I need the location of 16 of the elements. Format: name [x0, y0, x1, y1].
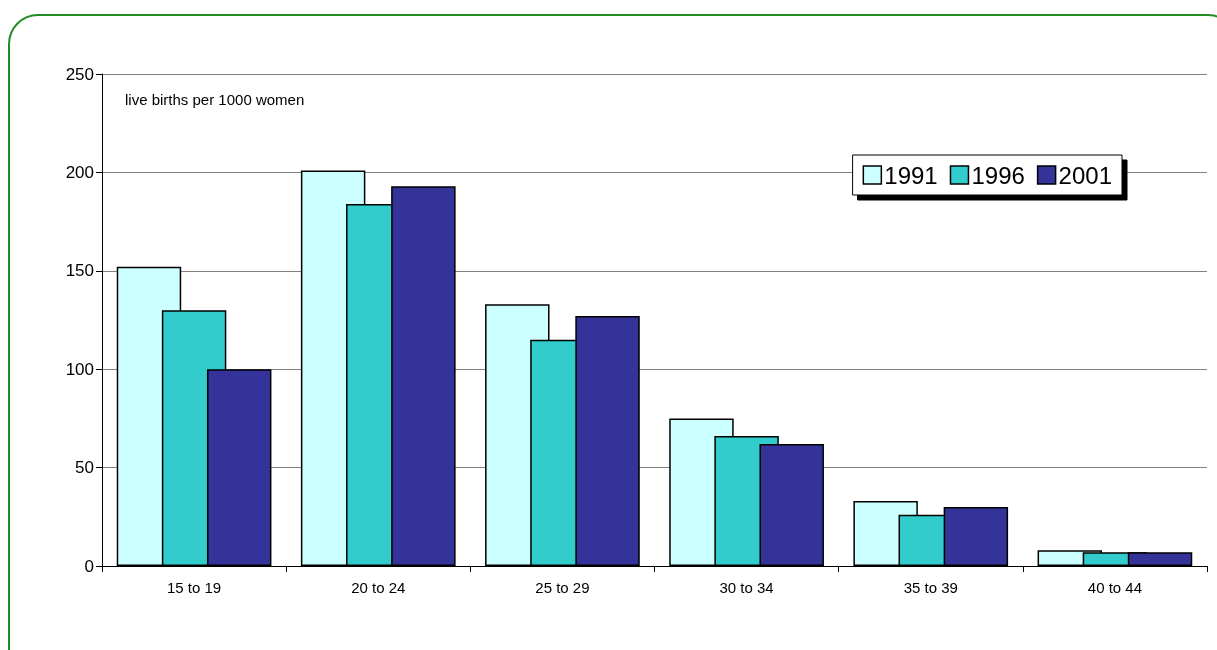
y-tick-label: 0	[84, 556, 94, 576]
x-tick-label: 25 to 29	[535, 579, 590, 596]
y-tick-label: 100	[65, 359, 94, 379]
y-tick-label: 50	[75, 458, 94, 478]
legend-label: 1991	[884, 161, 938, 189]
annotation: live births per 1000 women	[125, 91, 305, 108]
x-tick-label: 35 to 39	[903, 579, 958, 596]
x-tick-label: 20 to 24	[351, 579, 406, 596]
y-tick-label: 250	[65, 64, 94, 84]
x-tick-label: 40 to 44	[1087, 579, 1143, 596]
x-tick-label: 30 to 34	[719, 579, 774, 596]
legend-label: 1996	[971, 161, 1025, 189]
legend-label: 2001	[1058, 161, 1112, 189]
x-tick-label: 15 to 19	[166, 579, 222, 596]
y-tick-label: 200	[65, 162, 94, 182]
y-tick-label: 150	[65, 261, 94, 281]
